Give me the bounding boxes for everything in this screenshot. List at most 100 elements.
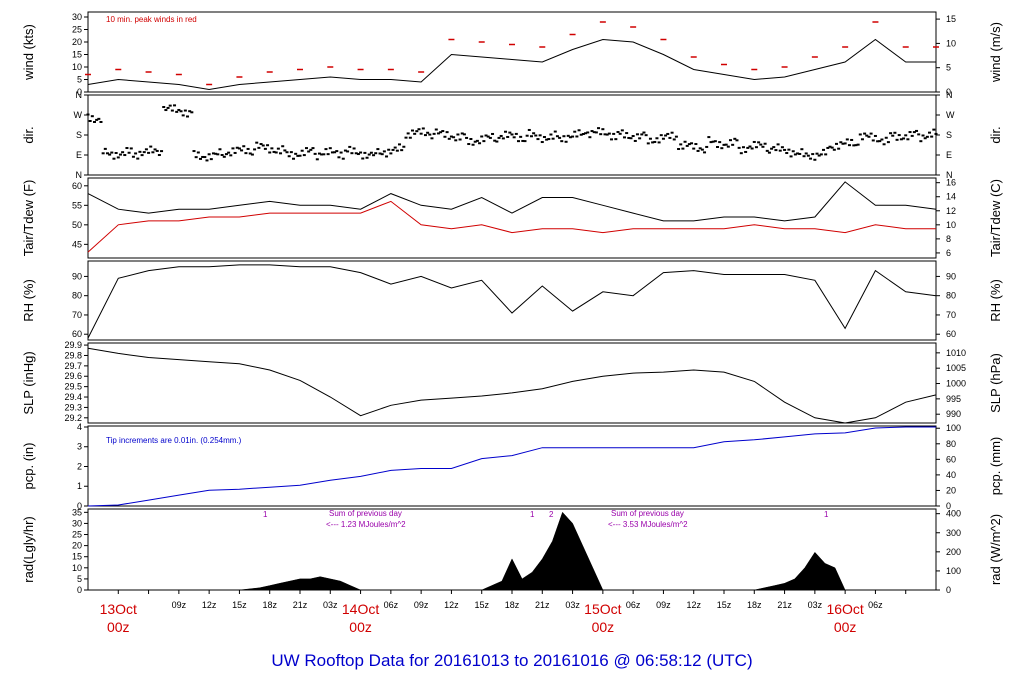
dir-point <box>356 153 360 156</box>
dir-point <box>917 133 921 136</box>
dir-point <box>845 138 849 141</box>
rad-ytick-right-label: 300 <box>946 528 961 538</box>
rh-ytick-left-label: 60 <box>72 329 82 339</box>
dir-point <box>728 139 732 142</box>
chart-title: UW Rooftop Data for 20161013 to 20161016… <box>271 651 752 670</box>
dir-point <box>573 130 577 133</box>
wind-ytick-right-label: 5 <box>946 63 951 73</box>
wind-ytick-left-label: 5 <box>77 75 82 85</box>
dir-point <box>231 147 235 150</box>
dir-point <box>482 140 486 143</box>
dir-point <box>339 151 343 154</box>
dir-point <box>802 155 806 158</box>
dir-point <box>607 132 611 135</box>
dir-point <box>406 132 410 135</box>
temperature-frame <box>87 177 937 259</box>
dir-point <box>478 142 482 145</box>
dir-point <box>97 117 101 120</box>
day-label-date: 16Oct <box>826 601 863 617</box>
dir-point <box>796 152 800 155</box>
dir-point <box>640 133 644 136</box>
dir-point <box>237 147 241 150</box>
x-tick-label: 15z <box>474 600 489 610</box>
pcp-ytick-right-label: 60 <box>946 454 956 464</box>
dir-point <box>428 133 432 136</box>
dir-point <box>778 149 782 152</box>
dir-point <box>709 141 713 144</box>
dir-point <box>804 152 808 155</box>
dir-point <box>757 141 761 144</box>
rad-ytick-left-label: 35 <box>72 507 82 517</box>
dir-point <box>95 118 99 121</box>
dir-point <box>635 133 639 136</box>
dir-point <box>631 135 635 138</box>
slp-ytick-right-label: 1005 <box>946 363 966 373</box>
dir-point <box>612 132 616 135</box>
rh-panel: 60 70 80 90 60 70 80 90 RH (%) RH (%) <box>21 260 1003 341</box>
temperature-ytick-right-label: 6 <box>946 248 951 258</box>
dir-point <box>198 157 202 160</box>
dir-point <box>873 134 877 137</box>
dir-point <box>194 156 198 159</box>
dir-point <box>711 140 715 143</box>
rad-ylabel-right: rad (W/m^2) <box>988 514 1003 585</box>
dir-point <box>716 146 720 149</box>
dir-point <box>491 132 495 135</box>
dir-point <box>203 156 207 159</box>
rad-marker-2: 1 <box>530 510 535 519</box>
dir-point <box>523 140 527 143</box>
dir-point <box>322 153 326 156</box>
temperature-panel: 45 50 55 60 6 8 10 12 14 16 Tair/Tdew (F) Tair/Tdew… <box>21 177 1003 259</box>
dir-point <box>772 146 776 149</box>
dir-point <box>469 137 473 140</box>
rh-ytick-right-label: 80 <box>946 291 956 301</box>
x-tick-label: 18z <box>505 600 520 610</box>
dir-point <box>501 137 505 140</box>
dir-point <box>320 153 324 156</box>
day-label-date: 15Oct <box>584 601 621 617</box>
x-tick-label: 09z <box>656 600 671 610</box>
dir-point <box>910 134 914 137</box>
dir-ytick-right-label: N <box>946 170 953 180</box>
pcp-ytick-left-label: 3 <box>77 442 82 452</box>
slp-ytick-left-label: 29.2 <box>64 413 82 423</box>
dir-point <box>118 153 122 156</box>
rad-ytick-right-label: 100 <box>946 566 961 576</box>
slp-ytick-left-label: 29.5 <box>64 382 82 392</box>
dir-point <box>677 148 681 151</box>
dir-point <box>335 150 339 153</box>
dir-point <box>510 133 514 136</box>
dir-point <box>581 133 585 136</box>
x-tick-label: 18z <box>747 600 762 610</box>
dir-point <box>359 151 363 154</box>
dir-point <box>869 132 873 135</box>
dir-point <box>127 151 131 154</box>
dir-point <box>201 155 205 158</box>
dir-point <box>633 139 637 142</box>
dir-point <box>343 149 347 152</box>
dir-point <box>274 151 278 154</box>
dir-point <box>398 143 402 146</box>
dir-point <box>302 154 306 157</box>
dir-point <box>839 141 843 144</box>
dir-ytick-left-label: S <box>76 130 82 140</box>
dir-point <box>205 159 209 162</box>
dir-point <box>586 131 590 134</box>
dir-point <box>413 132 417 135</box>
rh-ylabel-left: RH (%) <box>21 279 36 322</box>
dir-point <box>834 142 838 145</box>
dir-point <box>638 137 642 140</box>
dir-point <box>672 138 676 141</box>
dir-point <box>391 148 395 151</box>
dir-point <box>495 140 499 143</box>
dir-point <box>584 132 588 135</box>
dir-point <box>248 152 252 155</box>
rad-ytick-right-label: 400 <box>946 509 961 519</box>
dir-point <box>270 147 274 150</box>
dir-point <box>196 151 200 154</box>
dir-point <box>229 154 233 157</box>
dir-point <box>168 104 172 107</box>
dir-point <box>904 134 908 137</box>
dir-point <box>659 134 663 137</box>
dir-point <box>780 146 784 149</box>
